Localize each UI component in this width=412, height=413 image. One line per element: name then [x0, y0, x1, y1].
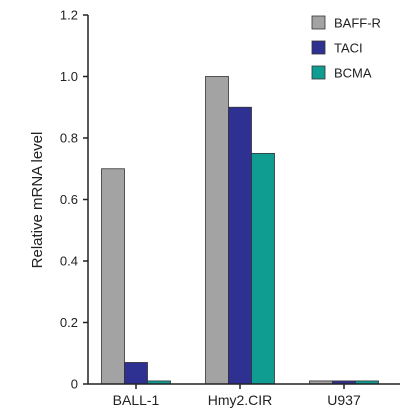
y-axis-ticks: 0 0.2 0.4 0.6 0.8 1.0 1.2	[60, 8, 88, 392]
legend-swatch-taci	[311, 40, 326, 55]
bar-taci-hmy2-cir	[228, 106, 252, 385]
legend-label: TACI	[334, 41, 363, 56]
y-tick-label: 1.0	[60, 69, 78, 84]
legend-swatch-bcma	[311, 65, 326, 80]
y-tick-label: 0.4	[60, 254, 78, 269]
y-tick-label: 0.2	[60, 315, 78, 330]
legend-swatch-baff-r	[311, 15, 326, 30]
y-tick-label: 0.6	[60, 192, 78, 207]
legend-label: BCMA	[334, 66, 372, 81]
bar-bcma-hmy2-cir	[251, 152, 275, 385]
legend-label: BAFF-R	[334, 16, 381, 31]
x-category-label: Hmy2.CIR	[208, 392, 273, 408]
bar-baff-r-ball-1	[101, 168, 125, 385]
x-category-label: U937	[327, 392, 361, 408]
bar-taci-ball-1	[124, 362, 148, 385]
bars-group	[101, 76, 379, 385]
x-category-label: BALL-1	[113, 392, 160, 408]
legend: BAFF-R TACI BCMA	[311, 15, 381, 81]
y-axis-title: Relative mRNA level	[29, 132, 46, 269]
y-tick-label: 0	[71, 377, 78, 392]
x-axis-labels: BALL-1 Hmy2.CIR U937	[113, 384, 361, 408]
bar-baff-r-hmy2-cir	[205, 76, 229, 385]
y-tick-label: 1.2	[60, 8, 78, 23]
y-tick-label: 0.8	[60, 131, 78, 146]
